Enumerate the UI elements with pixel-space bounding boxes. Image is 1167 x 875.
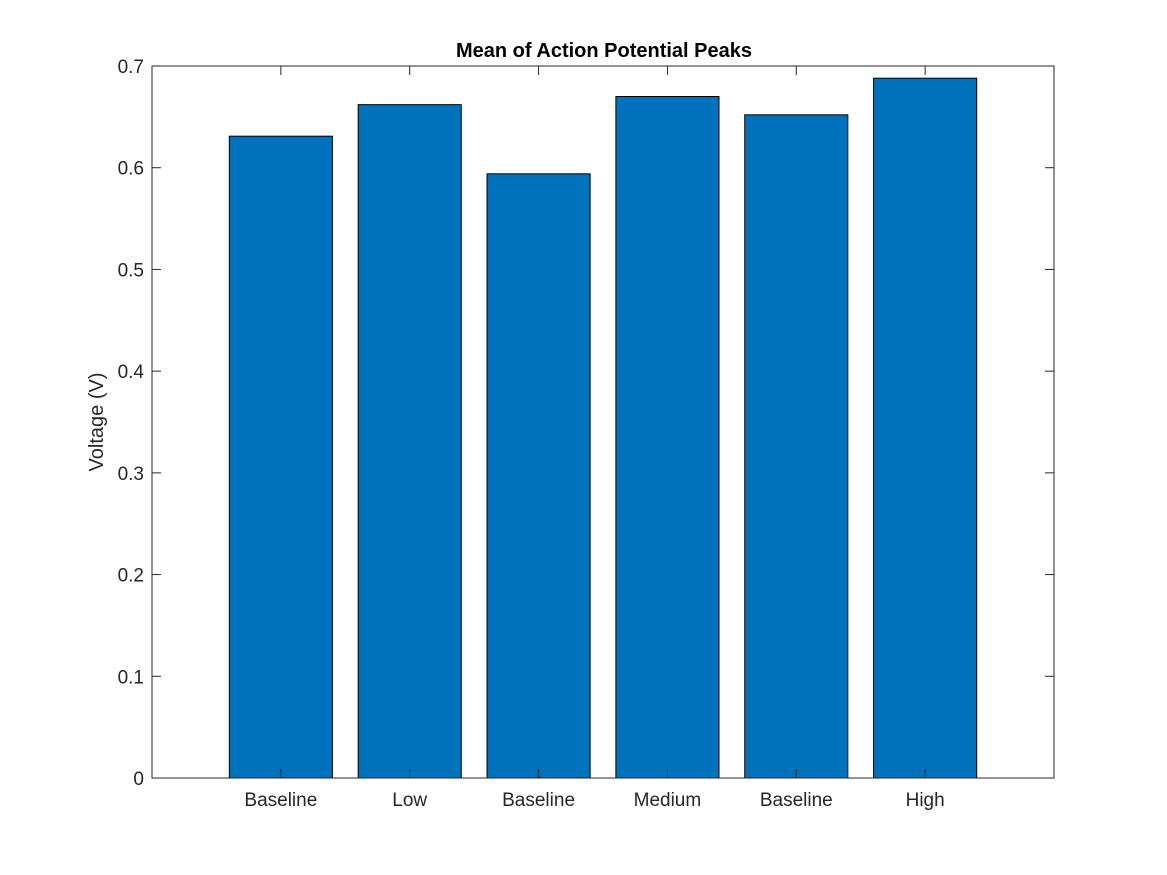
x-tick-label: High — [906, 790, 945, 811]
bar — [486, 173, 591, 779]
y-tick-label: 0 — [133, 769, 144, 790]
y-axis-label: Voltage (V) — [86, 373, 108, 472]
x-tick-label: Baseline — [760, 790, 833, 811]
y-tick-label: 0.2 — [118, 566, 144, 587]
bar — [357, 104, 462, 779]
bars-group — [228, 77, 978, 779]
y-tick-label: 0.5 — [118, 260, 144, 281]
axes-box — [151, 65, 1055, 779]
y-tick-label: 0.1 — [118, 667, 144, 688]
x-ticks-group: Baseline Low Baseline Medium Baseline High — [244, 66, 945, 811]
bar — [873, 77, 978, 779]
y-tick-label: 0.4 — [118, 362, 145, 383]
y-tick-label: 0.3 — [118, 464, 144, 485]
x-tick-label: Medium — [634, 790, 702, 811]
bar — [744, 114, 849, 779]
y-tick-label: 0.7 — [118, 57, 144, 78]
chart-title: Mean of Action Potential Peaks — [456, 40, 752, 62]
bar — [615, 96, 720, 779]
x-tick-label: Low — [392, 790, 427, 811]
bar — [228, 135, 333, 779]
x-tick-label: Baseline — [244, 790, 317, 811]
x-tick-label: Baseline — [502, 790, 575, 811]
y-tick-label: 0.6 — [118, 159, 144, 180]
